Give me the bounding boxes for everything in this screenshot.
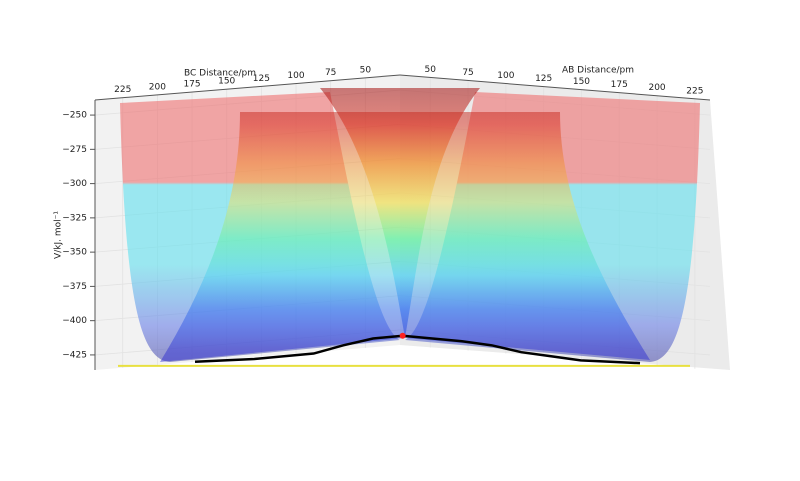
y-tick-label: 125 xyxy=(535,74,552,84)
x-tick-label: 150 xyxy=(218,77,235,87)
x-tick-label: 75 xyxy=(325,68,336,78)
z-tick-label: −300 xyxy=(62,179,87,189)
x-tick-label: 50 xyxy=(360,65,372,75)
z-tick-label: −350 xyxy=(62,248,87,258)
y-tick-label: 225 xyxy=(686,86,703,96)
z-tick-label: −325 xyxy=(62,213,87,223)
y-tick-label: 175 xyxy=(611,80,628,90)
z-tick-label: −375 xyxy=(62,282,87,292)
saddle-point xyxy=(399,332,406,339)
z-tick-label: −425 xyxy=(62,350,87,360)
x-tick-label: 100 xyxy=(287,71,304,81)
y-axis-label: AB Distance/pm xyxy=(562,66,634,76)
y-tick-label: 100 xyxy=(497,71,514,81)
z-axis-label: V/kJ. mol⁻¹ xyxy=(54,211,64,259)
x-tick-label: 225 xyxy=(114,85,131,95)
y-tick-label: 150 xyxy=(573,77,590,87)
x-axis-label: BC Distance/pm xyxy=(184,69,256,79)
y-axis xyxy=(399,74,711,101)
x-tick-label: 175 xyxy=(183,80,200,90)
y-tick-label: 75 xyxy=(462,68,473,78)
reaction-path xyxy=(194,334,641,365)
z-tick-label: −275 xyxy=(62,145,87,155)
x-axis xyxy=(94,74,401,101)
y-tick-label: 200 xyxy=(648,83,665,93)
surface-ridge xyxy=(320,88,480,338)
x-tick-label: 125 xyxy=(253,74,270,84)
x-tick-label: 200 xyxy=(149,82,166,92)
z-tick-label: −250 xyxy=(62,111,87,121)
y-tick-label: 50 xyxy=(425,65,437,75)
z-tick-label: −400 xyxy=(62,316,87,326)
